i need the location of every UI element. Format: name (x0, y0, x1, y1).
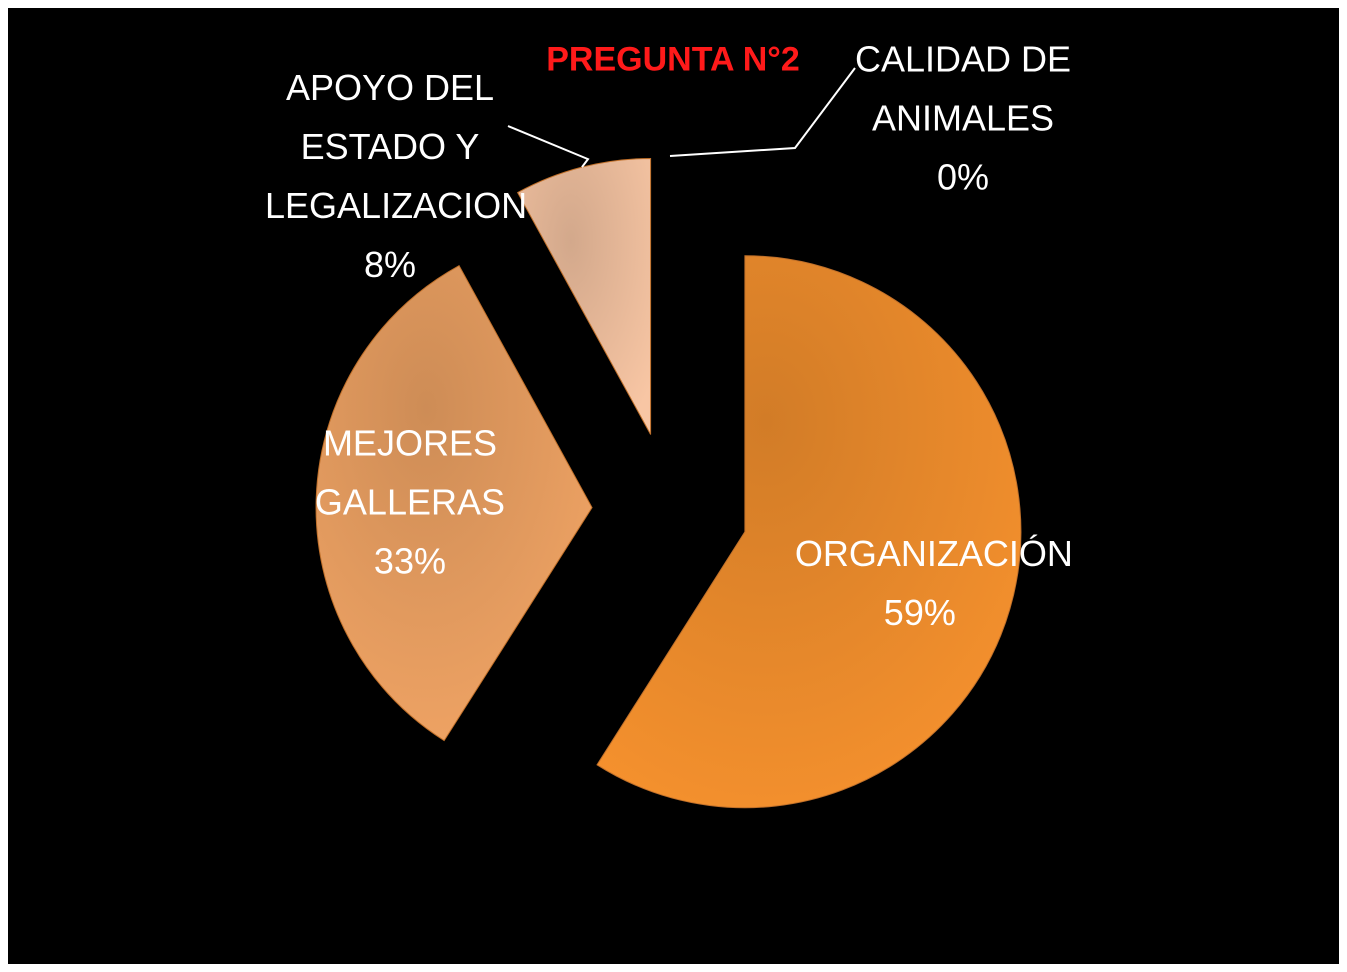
leader-line (507, 125, 590, 168)
slice-category: MEJORES GALLERAS (314, 422, 505, 523)
chart: PREGUNTA N°2 ORGANIZACIÓN 59% MEJORES GALL… (8, 8, 1339, 964)
slice-label: CALIDAD DE ANIMALES 0% (838, 30, 1088, 207)
pie-canvas (315, 67, 1022, 809)
slice-value-label: 33% (373, 540, 446, 582)
slice-value-label: 59% (883, 591, 956, 633)
slice-label: MEJORES GALLERAS 33% (285, 413, 535, 590)
chart-title: PREGUNTA N°2 (546, 40, 800, 79)
slice-category: CALIDAD DE ANIMALES (854, 38, 1072, 139)
slice-value-label: 0% (936, 156, 990, 198)
slice-label: ORGANIZACIÓN 59% (794, 524, 1073, 642)
slice-category: ORGANIZACIÓN (794, 532, 1073, 574)
pie-slice (596, 255, 1022, 809)
slice-value-label: 8% (363, 244, 417, 285)
leader-line (669, 67, 856, 157)
slice-label: APOYO DEL ESTADO Y LEGALIZACION 8% (265, 58, 528, 294)
pie-slice (516, 157, 652, 435)
pie-slice (315, 265, 593, 742)
slice-category: APOYO DEL ESTADO Y LEGALIZACION (265, 67, 528, 226)
